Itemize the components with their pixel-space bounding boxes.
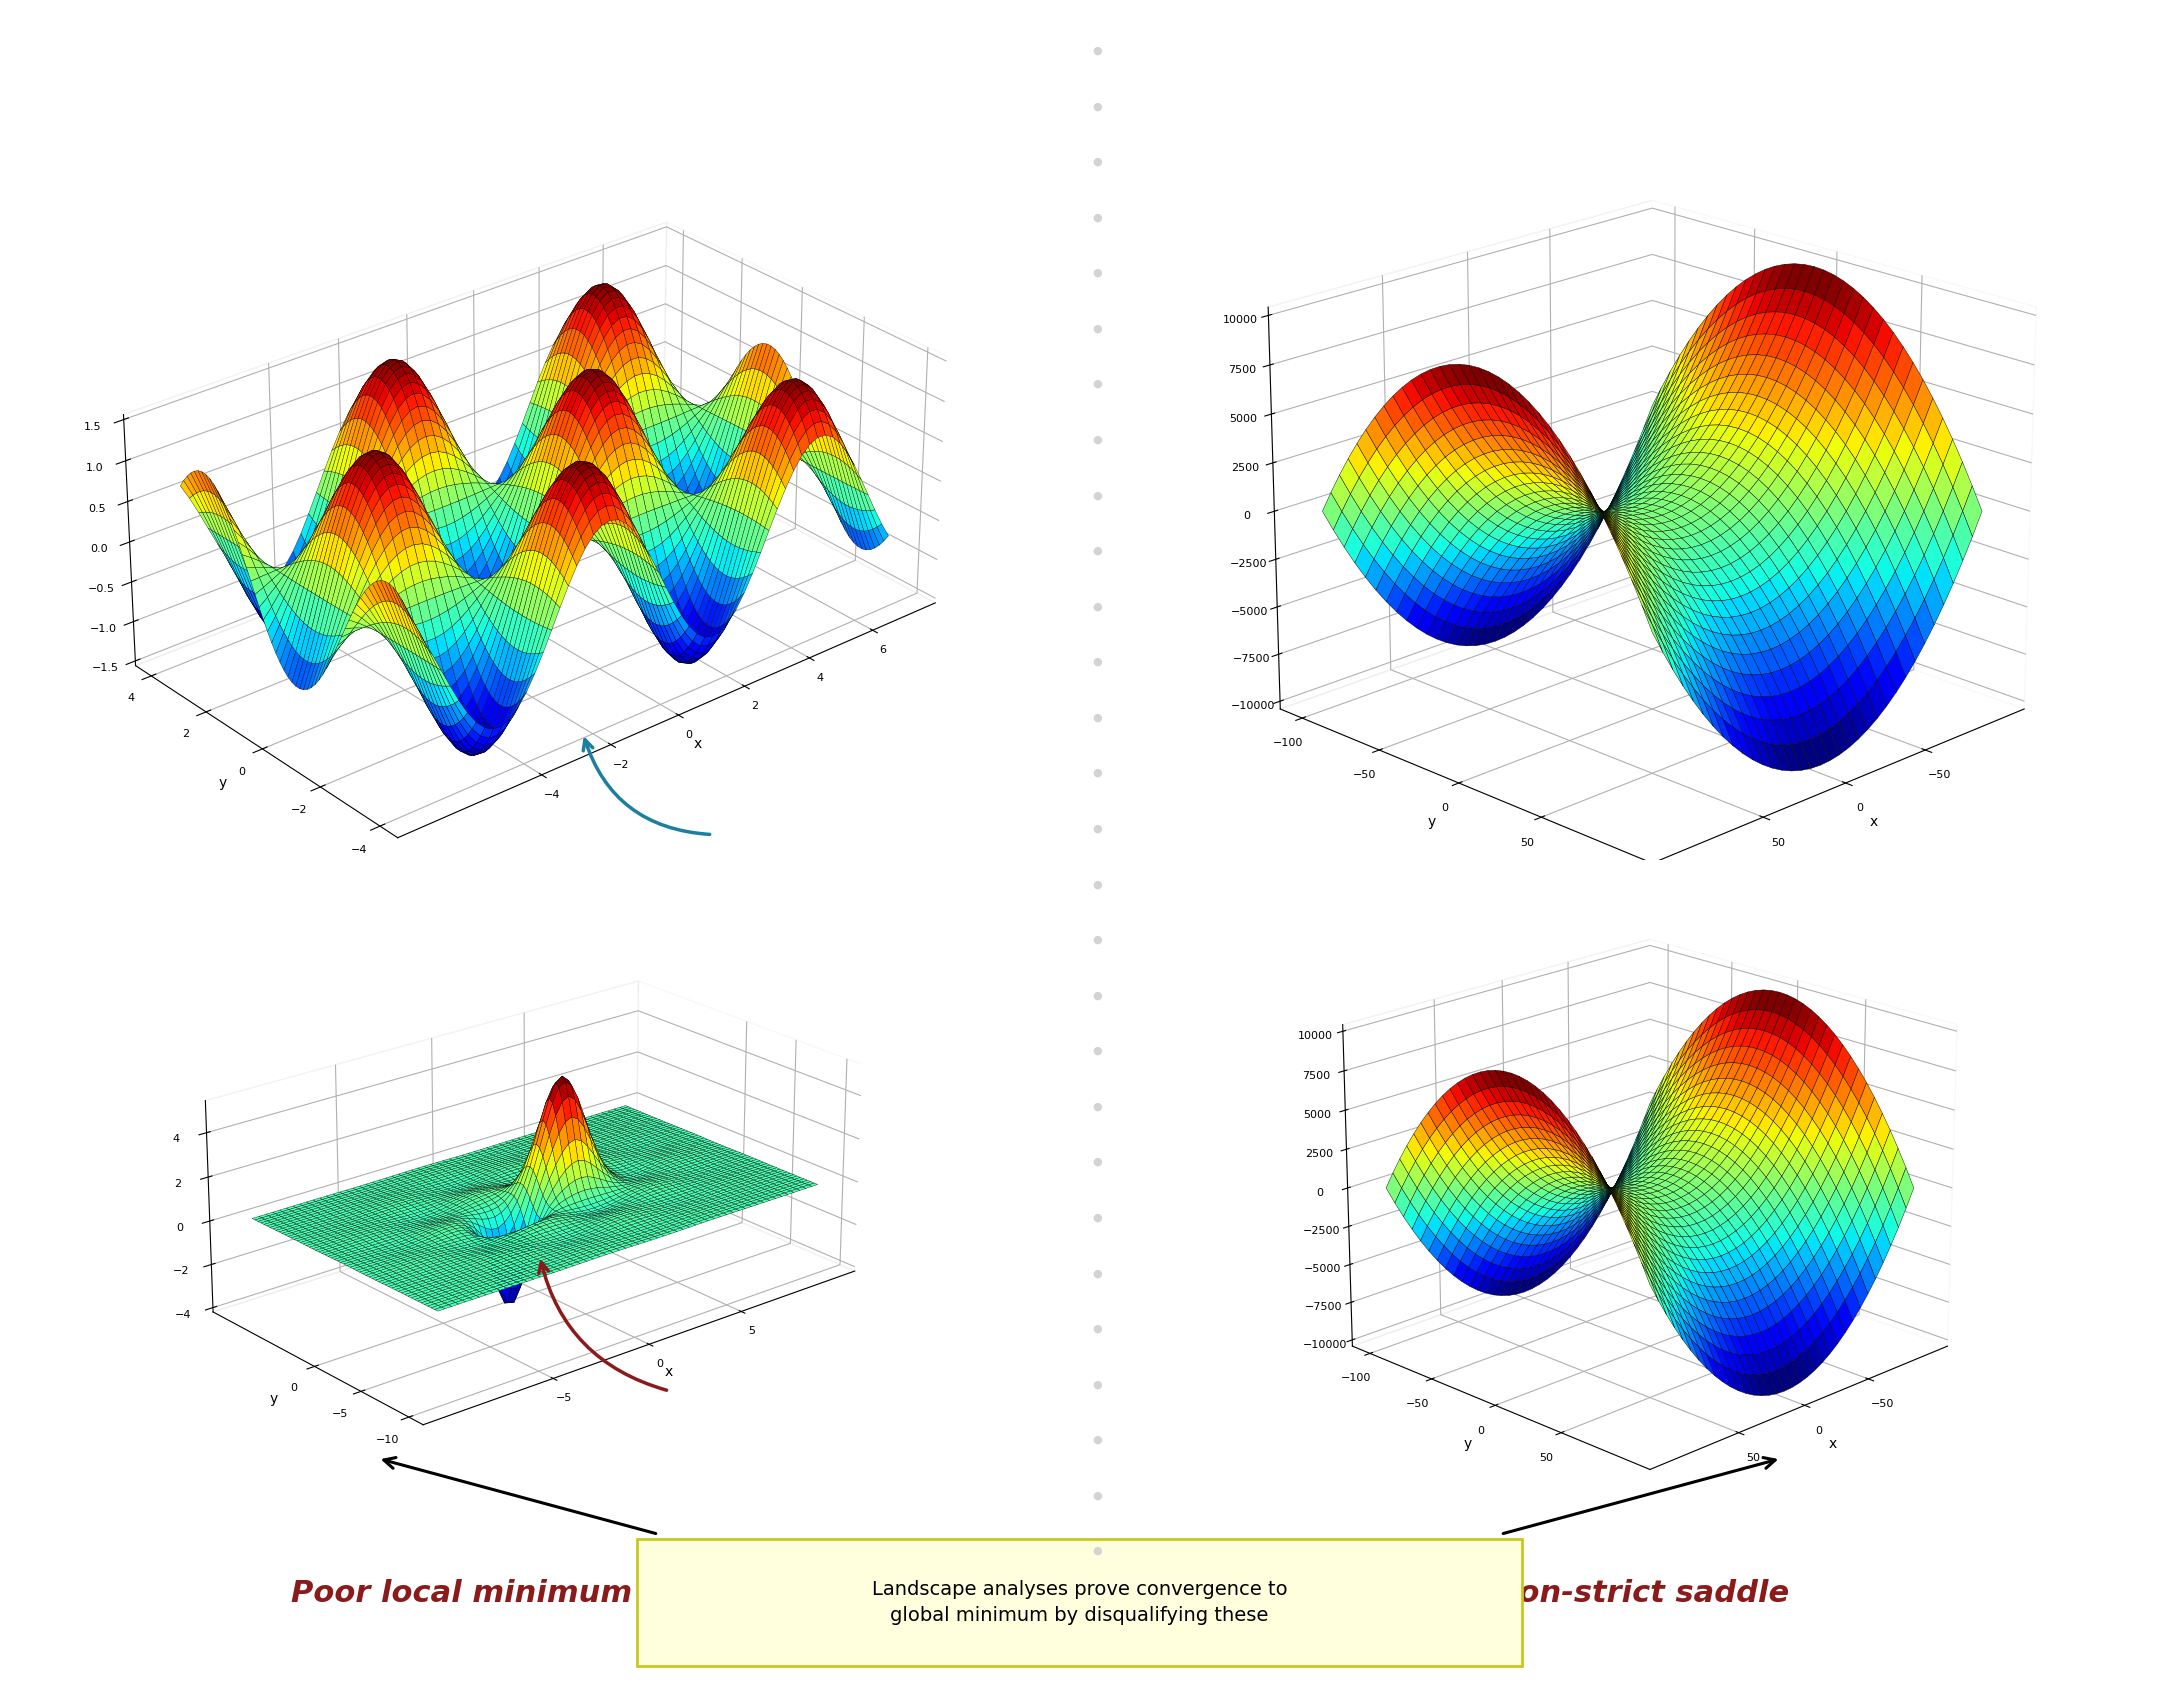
Y-axis label: y: y bbox=[1464, 1436, 1472, 1452]
Text: ●: ● bbox=[1092, 157, 1101, 167]
Text: ●: ● bbox=[1092, 1212, 1101, 1222]
Text: ●: ● bbox=[1092, 491, 1101, 501]
Text: ●: ● bbox=[1092, 46, 1101, 56]
Text: ●: ● bbox=[1092, 769, 1101, 777]
Text: ●: ● bbox=[1092, 379, 1101, 389]
Text: ●: ● bbox=[1092, 546, 1101, 556]
Text: Landscape analyses prove convergence to
global minimum by disqualifying these: Landscape analyses prove convergence to … bbox=[872, 1580, 1287, 1625]
Y-axis label: y: y bbox=[218, 776, 227, 791]
Text: ●: ● bbox=[1092, 713, 1101, 723]
Text: ●: ● bbox=[1092, 878, 1101, 889]
X-axis label: x: x bbox=[1829, 1436, 1837, 1452]
X-axis label: x: x bbox=[665, 1366, 674, 1379]
Text: ●: ● bbox=[1092, 934, 1101, 944]
Text: ●: ● bbox=[1092, 824, 1101, 833]
Text: ●: ● bbox=[1092, 1268, 1101, 1278]
Y-axis label: y: y bbox=[270, 1393, 279, 1406]
Text: Strict saddle: Strict saddle bbox=[1531, 988, 1751, 1018]
Text: ●: ● bbox=[1092, 1101, 1101, 1111]
Text: ●: ● bbox=[1092, 212, 1101, 223]
Text: Good local minimum: Good local minimum bbox=[311, 988, 663, 1018]
Text: ●: ● bbox=[1092, 1379, 1101, 1389]
Text: ●: ● bbox=[1092, 990, 1101, 1000]
Text: ●: ● bbox=[1092, 1157, 1101, 1167]
Text: ●: ● bbox=[1092, 324, 1101, 334]
Y-axis label: y: y bbox=[1427, 814, 1436, 830]
Text: ●: ● bbox=[1092, 658, 1101, 668]
Text: ●: ● bbox=[1092, 1490, 1101, 1501]
Text: ●: ● bbox=[1092, 1546, 1101, 1556]
Text: Non-strict saddle: Non-strict saddle bbox=[1492, 1578, 1790, 1608]
Text: ●: ● bbox=[1092, 602, 1101, 612]
Text: ●: ● bbox=[1092, 435, 1101, 445]
FancyBboxPatch shape bbox=[637, 1539, 1522, 1666]
Text: ●: ● bbox=[1092, 1435, 1101, 1445]
X-axis label: x: x bbox=[693, 737, 702, 750]
Text: Poor local minimum: Poor local minimum bbox=[291, 1578, 633, 1608]
Text: ●: ● bbox=[1092, 1324, 1101, 1334]
X-axis label: x: x bbox=[1870, 814, 1878, 830]
Text: ●: ● bbox=[1092, 268, 1101, 278]
Text: ●: ● bbox=[1092, 101, 1101, 111]
Text: ●: ● bbox=[1092, 1045, 1101, 1055]
